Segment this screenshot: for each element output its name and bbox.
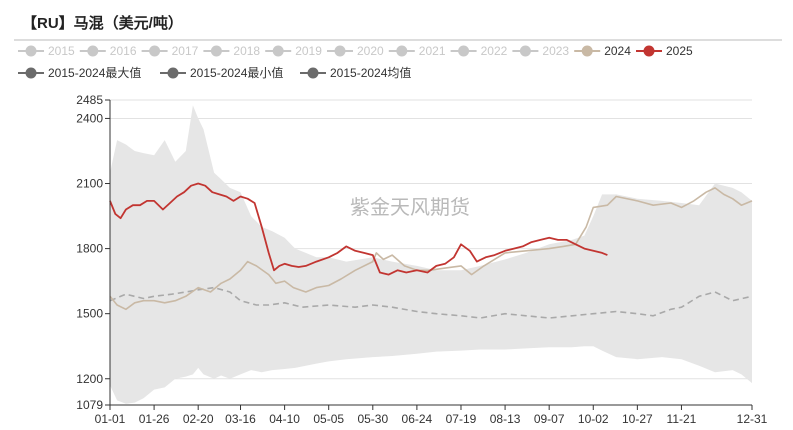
legend-marker xyxy=(581,45,593,57)
legend-marker xyxy=(519,45,531,57)
legend-row-stats: 2015-2024最大值 2015-2024最小值 2015-2024均值 xyxy=(18,65,411,80)
x-tick-label: 11-21 xyxy=(667,412,697,426)
chart-title: 【RU】马混（美元/吨） xyxy=(22,14,183,32)
x-tick-label: 01-26 xyxy=(139,412,170,426)
legend-label: 2016 xyxy=(110,44,137,58)
y-tick-label: 2400 xyxy=(76,111,103,125)
legend-marker xyxy=(272,45,284,57)
legend-label: 2020 xyxy=(357,44,384,58)
series-line-2025 xyxy=(109,182,608,276)
x-tick-label: 03-16 xyxy=(225,412,256,426)
series-line-2015-2024均值 xyxy=(109,286,753,319)
x-tick-label: 01-01 xyxy=(95,412,126,426)
x-tick-label: 12-31 xyxy=(737,412,768,426)
band-area xyxy=(110,105,752,404)
x-tick-label: 08-13 xyxy=(490,412,521,426)
watermark: 紫金天风期货 xyxy=(350,195,470,219)
legend-label: 2023 xyxy=(542,44,569,58)
x-tick-label: 07-19 xyxy=(446,412,477,426)
legend-label: 2022 xyxy=(481,44,508,58)
x-tick-label: 04-10 xyxy=(269,412,300,426)
legend-item-2023[interactable]: 2023 xyxy=(512,44,569,58)
legend-marker xyxy=(643,45,655,57)
legend-label: 2015-2024最大值 xyxy=(48,65,141,80)
series-line-2024 xyxy=(109,187,753,311)
x-tick-label: 05-30 xyxy=(357,412,388,426)
legend-label: 2018 xyxy=(233,44,260,58)
legend-label: 2015-2024最小值 xyxy=(190,65,283,80)
legend-marker xyxy=(167,67,179,79)
legend-item-2024[interactable]: 2024 xyxy=(574,44,631,58)
x-tick-label: 09-07 xyxy=(534,412,565,426)
legend-label: 2015-2024均值 xyxy=(330,65,411,80)
legend-marker xyxy=(334,45,346,57)
legend-item-stat-0[interactable]: 2015-2024最大值 xyxy=(18,65,141,80)
legend-item-2022[interactable]: 2022 xyxy=(450,44,508,58)
legend-marker xyxy=(25,45,37,57)
y-tick-label: 1200 xyxy=(76,372,103,386)
legend-item-stat-2[interactable]: 2015-2024均值 xyxy=(300,65,411,80)
legend-marker xyxy=(25,67,37,79)
y-tick-label: 2485 xyxy=(76,93,103,107)
x-tick-label: 05-05 xyxy=(313,412,344,426)
legend-item-stat-1[interactable]: 2015-2024最小值 xyxy=(160,65,283,80)
legend-label: 2017 xyxy=(172,44,199,58)
y-tick-label: 2100 xyxy=(76,177,103,191)
legend-marker xyxy=(210,45,222,57)
legend-item-2025[interactable]: 2025 xyxy=(636,44,693,58)
legend-item-2018[interactable]: 2018 xyxy=(203,44,260,58)
x-tick-label: 02-20 xyxy=(183,412,214,426)
x-tick-label: 10-02 xyxy=(578,412,609,426)
legend-label: 2024 xyxy=(604,44,631,58)
y-tick-label: 1500 xyxy=(76,307,103,321)
legend-marker xyxy=(307,67,319,79)
legend-marker xyxy=(396,45,408,57)
legend-item-2021[interactable]: 2021 xyxy=(388,44,446,58)
legend-label: 2015 xyxy=(48,44,75,58)
legend-item-2020[interactable]: 2020 xyxy=(327,44,384,58)
legend-label: 2021 xyxy=(419,44,446,58)
legend-label: 2025 xyxy=(666,44,693,58)
legend-item-2016[interactable]: 2016 xyxy=(79,44,137,58)
legend-marker xyxy=(149,45,161,57)
y-tick-label: 1800 xyxy=(76,242,103,256)
historical-range-band xyxy=(110,105,752,404)
legend-label: 2019 xyxy=(295,44,322,58)
y-tick-label: 1079 xyxy=(76,398,103,412)
legend-item-2019[interactable]: 2019 xyxy=(265,44,322,58)
x-tick-label: 10-27 xyxy=(622,412,653,426)
legend-row-years: 2015 2016 2017 2018 2019 2020 2021 2022 2023 2024… xyxy=(18,44,693,58)
x-tick-label: 06-24 xyxy=(402,412,433,426)
series-lines xyxy=(109,182,753,319)
legend-item-2017[interactable]: 2017 xyxy=(141,44,199,58)
legend-marker xyxy=(87,45,99,57)
legend-marker xyxy=(458,45,470,57)
legend-item-2015[interactable]: 2015 xyxy=(18,44,75,58)
